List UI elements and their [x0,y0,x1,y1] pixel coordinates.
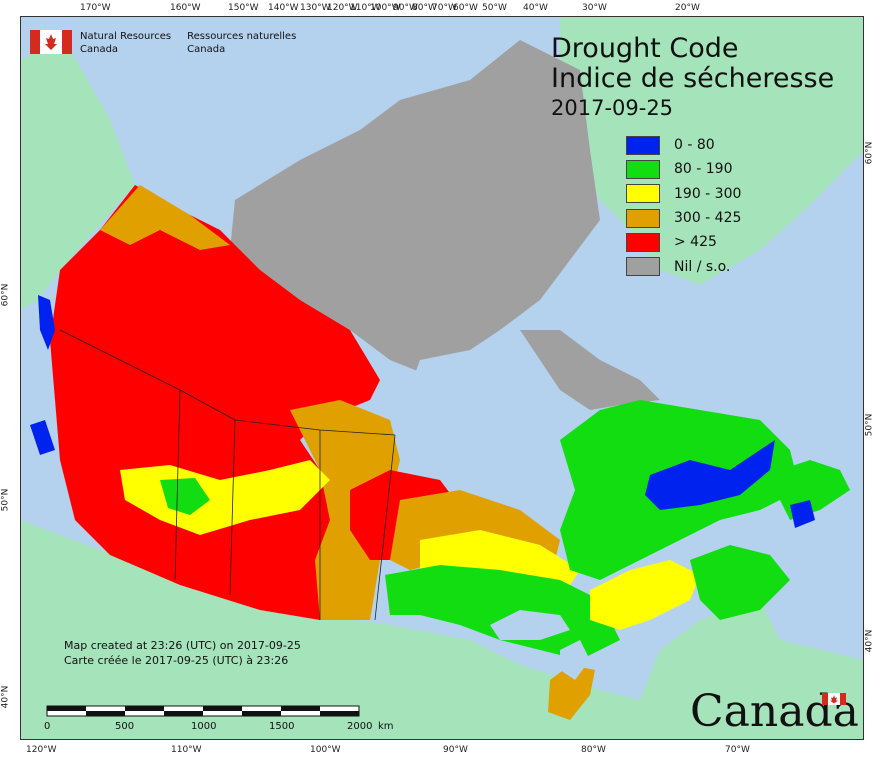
agency-en: Natural Resources Canada [80,30,171,56]
tick-right: 50°N [864,413,875,437]
wordmark-flag-icon [822,693,846,705]
tick-top: 20°W [675,3,700,13]
legend-item: > 425 [626,230,741,254]
scale-label: 500 [115,721,135,732]
canada-flag-icon [30,30,72,54]
legend-swatch [626,184,660,204]
legend-label: 300 - 425 [674,210,742,227]
tick-top: 130°W [300,3,331,13]
tick-right: 60°N [864,141,875,165]
tick-top: 60°W [453,3,478,13]
legend-label: 0 - 80 [674,137,715,154]
tick-top: 80°W [412,3,437,13]
scale-label: 1000 [191,721,217,732]
tick-top: 120°W [327,3,358,13]
agency-en-line1: Natural Resources [80,31,172,42]
tick-bottom: 110°W [171,745,202,755]
legend-label: > 425 [674,234,717,251]
credit-fr: Carte créée le 2017-09-25 (UTC) à 23:26 [64,654,289,667]
tick-top: 90°W [393,3,418,13]
agency-en-line2: Canada [80,44,119,55]
scale-bar-graphic [46,705,360,717]
legend-swatch [626,135,660,155]
scale-bar: 0 500 1000 1500 2000 km [44,704,394,732]
title-date: 2017-09-25 [551,96,674,120]
agency-fr-line2: Canada [187,44,226,55]
tick-top: 160°W [170,3,201,13]
tick-left: 50°N [0,488,11,512]
tick-bottom: 100°W [310,745,341,755]
tick-top: 40°W [523,3,548,13]
legend-swatch [626,159,660,179]
legend-label: Nil / s.o. [674,258,731,275]
tick-bottom: 80°W [581,745,606,755]
tick-top: 140°W [268,3,299,13]
scale-label: 2000 [347,721,373,732]
tick-top: 50°W [482,3,507,13]
tick-right: 40°N [864,629,875,653]
title-en: Drought Code [551,33,739,64]
tick-top: 100°W [370,3,401,13]
map-credit: Map created at 23:26 (UTC) on 2017-09-25… [64,638,301,668]
legend: 0 - 80 80 - 190 190 - 300 300 - 425 > 42… [626,133,741,279]
tick-top: 150°W [228,3,259,13]
tick-top: 110°W [350,3,381,13]
legend-item: 300 - 425 [626,206,741,230]
tick-left: 40°N [0,685,11,709]
tick-left: 60°N [0,283,11,307]
scale-label: 0 [44,721,51,732]
agency-fr-line1: Ressources naturelles [187,31,297,42]
legend-item: 190 - 300 [626,182,741,206]
tick-bottom: 120°W [26,745,57,755]
legend-label: 190 - 300 [674,185,742,202]
scale-label: 1500 [269,721,295,732]
nrcan-signature: Natural Resources Canada Ressources natu… [30,30,312,56]
legend-item: 80 - 190 [626,157,741,181]
legend-swatch [626,232,660,252]
scale-unit: km [378,721,394,732]
legend-swatch [626,257,660,277]
tick-bottom: 70°W [725,745,750,755]
legend-item: Nil / s.o. [626,254,741,278]
tick-top: 170°W [80,3,111,13]
tick-top: 30°W [582,3,607,13]
map-title: Drought Code Indice de sécheresse 2017-0… [551,34,834,122]
tick-bottom: 90°W [443,745,468,755]
credit-en: Map created at 23:26 (UTC) on 2017-09-25 [64,639,301,652]
tick-top: 70°W [432,3,457,13]
legend-item: 0 - 80 [626,133,741,157]
title-fr: Indice de sécheresse [551,63,835,94]
legend-swatch [626,208,660,228]
legend-label: 80 - 190 [674,161,733,178]
agency-fr: Ressources naturelles Canada [187,30,296,56]
